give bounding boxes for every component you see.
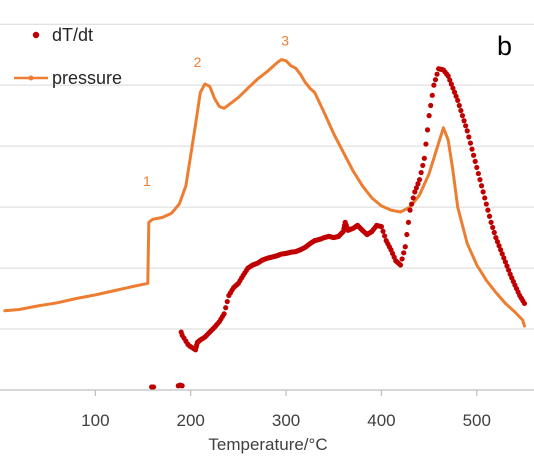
grid-layer [0,23,534,330]
point-dtdt [399,256,405,262]
point-dtdt [483,201,489,207]
point-dtdt [409,201,415,207]
point-dtdt [416,177,423,183]
point-dtdt [467,140,474,146]
point-dtdt [486,213,493,219]
point-dtdt [445,73,451,79]
point-dtdt [490,224,496,231]
legend-label-dtdt: dT/dt [52,25,93,45]
point-dtdt [418,169,424,176]
point-dtdt [458,107,464,114]
point-dtdt [447,77,453,83]
point-dtdt [413,185,419,191]
x-tick-label: 500 [463,411,491,430]
point-dtdt [491,229,497,236]
point-dtdt [423,141,429,147]
point-dtdt [494,239,501,245]
point-dtdt [498,247,504,253]
point-dtdt [224,298,230,305]
annotation-label: 1 [143,173,151,189]
x-tick-label: 100 [81,411,109,430]
point-dtdt [405,219,412,225]
point-dtdt [378,224,385,230]
point-dtdt [426,113,432,119]
point-dtdt [410,195,416,201]
point-dtdt [407,207,413,213]
point-dtdt [450,85,456,91]
point-dtdt [221,311,227,317]
point-dtdt [455,97,461,104]
point-dtdt [469,146,475,152]
axis-layer: 100 200 300 400 500 [0,389,534,430]
point-dtdt [448,81,454,87]
point-dtdt [434,71,440,77]
point-dtdt [429,92,435,98]
point-dtdt [415,181,421,187]
point-dtdt [179,383,185,389]
point-dtdt [428,102,434,109]
point-dtdt [466,134,472,140]
point-dtdt [463,123,469,129]
point-dtdt [521,300,528,307]
point-dtdt [461,118,467,124]
point-dtdt [402,244,408,250]
point-dtdt [380,228,386,234]
point-dtdt [475,170,481,177]
legend: dT/dt pressure [14,25,122,88]
x-axis-label: Temperature/°C [208,435,327,454]
point-dtdt [505,267,512,273]
x-tick-label: 200 [177,411,205,430]
point-dtdt [472,158,478,164]
annotation-layer: 1 2 3 [143,33,289,189]
point-dtdt [499,251,505,257]
point-dtdt [412,189,418,195]
legend-label-pressure: pressure [52,68,122,88]
point-dtdt [404,231,410,238]
point-dtdt [488,219,494,225]
point-dtdt [421,155,427,161]
point-dtdt [459,113,466,119]
point-dtdt [401,250,407,256]
point-dtdt [477,177,483,183]
point-dtdt [424,127,431,133]
point-dtdt [397,262,404,268]
point-dtdt [451,89,458,95]
series-points-dtdt [149,66,528,390]
point-dtdt [478,183,485,189]
point-dtdt [504,263,510,269]
annotation-label: 3 [281,33,289,49]
point-dtdt [382,233,388,239]
legend-marker-pressure [28,75,34,81]
point-dtdt [501,255,507,261]
point-dtdt [480,189,486,195]
panel-label: b [497,31,512,61]
point-dtdt [456,102,462,109]
point-dtdt [493,234,499,241]
series-layer [3,58,528,390]
point-dtdt [464,128,470,134]
legend-marker-dtdt [32,31,40,39]
point-dtdt [431,82,437,88]
point-dtdt [223,305,229,311]
point-dtdt [485,207,491,213]
point-dtdt [150,384,157,390]
point-dtdt [432,77,439,83]
series-line-pressure [3,58,526,328]
point-dtdt [482,195,488,201]
point-dtdt [420,162,426,169]
point-dtdt [496,243,502,249]
point-dtdt [471,152,477,158]
annotation-label: 2 [194,54,202,70]
point-dtdt [502,259,508,265]
point-dtdt [474,164,480,171]
x-tick-label: 400 [367,411,395,430]
x-tick-label: 300 [272,411,300,430]
point-dtdt [453,93,459,99]
